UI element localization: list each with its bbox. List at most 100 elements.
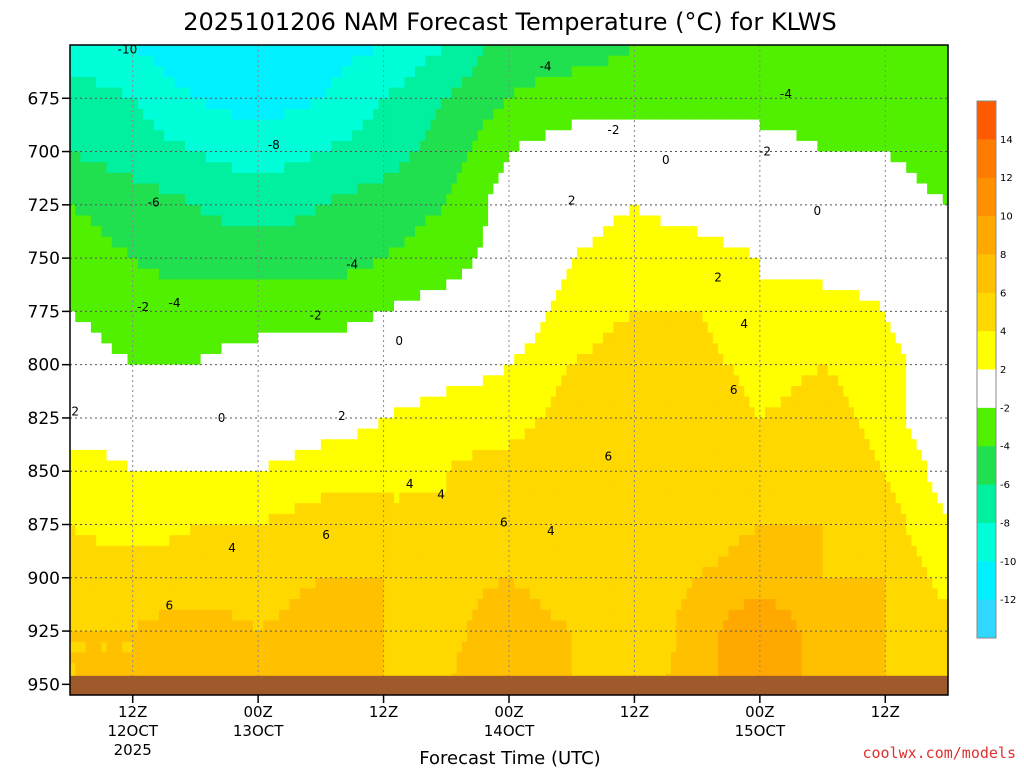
temperature-cell [321, 205, 327, 216]
temperature-cell [227, 301, 233, 312]
temperature-cell [504, 247, 510, 258]
temperature-cell [566, 354, 572, 365]
temperature-cell [843, 258, 849, 269]
temperature-cell [263, 184, 269, 195]
temperature-cell [932, 247, 938, 258]
temperature-cell [159, 141, 165, 152]
temperature-cell [263, 301, 269, 312]
temperature-cell [614, 45, 620, 56]
temperature-cell [258, 130, 264, 141]
temperature-cell [326, 333, 332, 344]
temperature-cell [378, 173, 384, 184]
temperature-cell [472, 45, 478, 56]
temperature-cell [577, 311, 583, 322]
temperature-cell [619, 237, 625, 248]
temperature-cell [284, 215, 290, 226]
temperature-cell [540, 88, 546, 99]
temperature-cell [175, 173, 181, 184]
temperature-cell [896, 98, 902, 109]
temperature-cell [326, 226, 332, 237]
temperature-cell [347, 141, 353, 152]
temperature-cell [347, 301, 353, 312]
temperature-cell [744, 333, 750, 344]
temperature-cell [310, 66, 316, 77]
temperature-cell [80, 215, 86, 226]
temperature-cell [410, 141, 416, 152]
temperature-cell [75, 162, 81, 173]
temperature-cell [180, 162, 186, 173]
temperature-cell [399, 66, 405, 77]
temperature-cell [399, 173, 405, 184]
temperature-cell [546, 184, 552, 195]
temperature-cell [148, 333, 154, 344]
temperature-cell [305, 120, 311, 131]
temperature-cell [446, 66, 452, 77]
temperature-cell [467, 354, 473, 365]
temperature-cell [457, 226, 463, 237]
temperature-cell [650, 45, 656, 56]
temperature-cell [765, 130, 771, 141]
temperature-cell [645, 88, 651, 99]
temperature-cell [838, 184, 844, 195]
temperature-cell [572, 88, 578, 99]
temperature-cell [154, 98, 160, 109]
temperature-cell [697, 45, 703, 56]
temperature-cell [786, 141, 792, 152]
temperature-cell [122, 237, 128, 248]
temperature-cell [242, 279, 248, 290]
temperature-cell [389, 152, 395, 163]
temperature-cell [91, 56, 97, 67]
temperature-cell [300, 215, 306, 226]
temperature-cell [394, 173, 400, 184]
temperature-cell [201, 215, 207, 226]
temperature-cell [290, 141, 296, 152]
temperature-cell [133, 109, 139, 120]
temperature-cell [190, 184, 196, 195]
temperature-cell [702, 120, 708, 131]
temperature-cell [864, 237, 870, 248]
temperature-cell [671, 215, 677, 226]
temperature-cell [671, 205, 677, 216]
temperature-cell [614, 247, 620, 258]
temperature-cell [760, 290, 766, 301]
temperature-cell [363, 77, 369, 88]
temperature-cell [666, 98, 672, 109]
temperature-cell [828, 152, 834, 163]
temperature-cell [577, 226, 583, 237]
temperature-cell [305, 343, 311, 354]
temperature-cell [75, 311, 81, 322]
temperature-cell [870, 343, 876, 354]
temperature-cell [107, 279, 113, 290]
temperature-cell [723, 322, 729, 333]
temperature-cell [342, 237, 348, 248]
temperature-cell [248, 311, 254, 322]
temperature-cell [185, 173, 191, 184]
temperature-cell [917, 205, 923, 216]
temperature-cell [321, 141, 327, 152]
temperature-cell [587, 290, 593, 301]
temperature-cell [917, 162, 923, 173]
temperature-cell [551, 322, 557, 333]
temperature-cell [922, 226, 928, 237]
temperature-cell [357, 194, 363, 205]
temperature-cell [593, 88, 599, 99]
temperature-cell [849, 173, 855, 184]
temperature-cell [352, 152, 358, 163]
temperature-cell [828, 290, 834, 301]
temperature-cell [436, 120, 442, 131]
temperature-cell [823, 130, 829, 141]
temperature-cell [749, 152, 755, 163]
temperature-cell [472, 247, 478, 258]
temperature-cell [410, 152, 416, 163]
temperature-cell [708, 45, 714, 56]
temperature-cell [796, 66, 802, 77]
temperature-cell [352, 205, 358, 216]
temperature-cell [326, 247, 332, 258]
temperature-cell [593, 301, 599, 312]
temperature-cell [248, 66, 254, 77]
temperature-cell [687, 56, 693, 67]
temperature-cell [796, 45, 802, 56]
temperature-cell [540, 173, 546, 184]
temperature-cell [295, 109, 301, 120]
temperature-cell [300, 322, 306, 333]
